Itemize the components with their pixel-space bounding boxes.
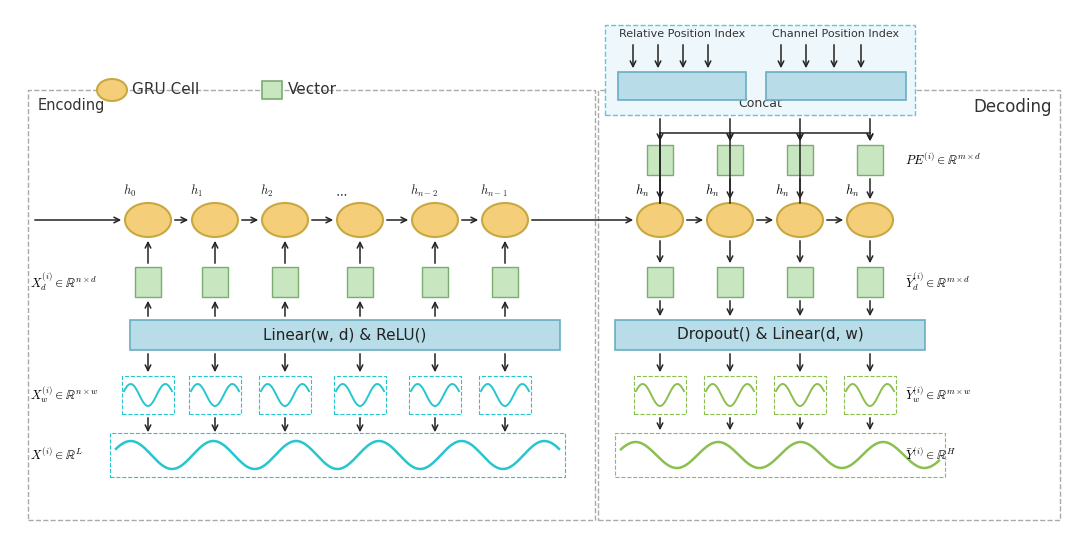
Text: Concat: Concat [738, 97, 782, 110]
FancyBboxPatch shape [202, 267, 228, 297]
Text: $\bar{Y}_d^{(i)} \in \mathbb{R}^{m \times d}$: $\bar{Y}_d^{(i)} \in \mathbb{R}^{m \time… [905, 271, 970, 293]
FancyBboxPatch shape [858, 145, 883, 175]
Text: $X^{(i)} \in \mathbb{R}^{L}$: $X^{(i)} \in \mathbb{R}^{L}$ [30, 447, 83, 463]
FancyBboxPatch shape [605, 25, 915, 115]
Text: $PE^{(i)} \in \mathbb{R}^{m \times d}$: $PE^{(i)} \in \mathbb{R}^{m \times d}$ [905, 152, 982, 168]
Text: $X_d^{(i)} \in \mathbb{R}^{n \times d}$: $X_d^{(i)} \in \mathbb{R}^{n \times d}$ [30, 271, 97, 293]
FancyBboxPatch shape [347, 267, 373, 297]
FancyBboxPatch shape [130, 320, 561, 350]
Text: $h_n$: $h_n$ [705, 183, 719, 199]
Text: $h_n$: $h_n$ [635, 183, 649, 199]
Ellipse shape [97, 79, 127, 101]
Ellipse shape [707, 203, 753, 237]
Text: Encoding: Encoding [38, 98, 106, 113]
FancyBboxPatch shape [272, 267, 298, 297]
FancyBboxPatch shape [787, 145, 813, 175]
FancyBboxPatch shape [135, 267, 161, 297]
Text: $h_n$: $h_n$ [775, 183, 789, 199]
Text: $h_{n-1}$: $h_{n-1}$ [480, 183, 508, 199]
Text: $\bar{Y}_w^{(i)} \in \mathbb{R}^{m \times w}$: $\bar{Y}_w^{(i)} \in \mathbb{R}^{m \time… [905, 385, 972, 405]
Text: $h_{n-2}$: $h_{n-2}$ [410, 183, 438, 199]
Text: Dropout() & Linear(d, w): Dropout() & Linear(d, w) [677, 327, 863, 343]
Text: Relative: Relative [625, 80, 680, 92]
Text: $h_0$: $h_0$ [123, 183, 136, 199]
Ellipse shape [637, 203, 683, 237]
FancyBboxPatch shape [262, 81, 282, 99]
FancyBboxPatch shape [647, 267, 673, 297]
Text: GRU Cell: GRU Cell [132, 82, 199, 97]
Ellipse shape [482, 203, 528, 237]
Text: $X_w^{(i)} \in \mathbb{R}^{n \times w}$: $X_w^{(i)} \in \mathbb{R}^{n \times w}$ [30, 385, 98, 405]
Text: $\cdots$: $\cdots$ [335, 186, 347, 199]
Text: Relative Position Index: Relative Position Index [619, 29, 745, 39]
Text: Vector: Vector [288, 82, 337, 97]
Text: $\bar{Y}^{(i)} \in \mathbb{R}^{H}$: $\bar{Y}^{(i)} \in \mathbb{R}^{H}$ [905, 447, 956, 463]
Text: $h_2$: $h_2$ [260, 183, 273, 199]
Text: Encoding: Encoding [832, 80, 896, 92]
Ellipse shape [337, 203, 383, 237]
FancyBboxPatch shape [618, 72, 746, 100]
FancyBboxPatch shape [787, 267, 813, 297]
Text: Channel Position Index: Channel Position Index [772, 29, 900, 39]
Text: Decoding: Decoding [973, 98, 1052, 116]
FancyBboxPatch shape [647, 145, 673, 175]
FancyBboxPatch shape [717, 145, 743, 175]
Ellipse shape [847, 203, 893, 237]
FancyBboxPatch shape [422, 267, 448, 297]
Text: Channel: Channel [777, 80, 832, 92]
Ellipse shape [125, 203, 171, 237]
FancyBboxPatch shape [615, 320, 924, 350]
FancyBboxPatch shape [858, 267, 883, 297]
FancyBboxPatch shape [492, 267, 518, 297]
FancyBboxPatch shape [717, 267, 743, 297]
FancyBboxPatch shape [766, 72, 906, 100]
Text: Linear(w, d) & ReLU(): Linear(w, d) & ReLU() [264, 327, 427, 343]
Ellipse shape [262, 203, 308, 237]
Text: $h_n$: $h_n$ [845, 183, 860, 199]
Ellipse shape [777, 203, 823, 237]
Ellipse shape [192, 203, 238, 237]
Text: Encoding: Encoding [680, 80, 744, 92]
Ellipse shape [411, 203, 458, 237]
Text: $h_1$: $h_1$ [190, 183, 203, 199]
